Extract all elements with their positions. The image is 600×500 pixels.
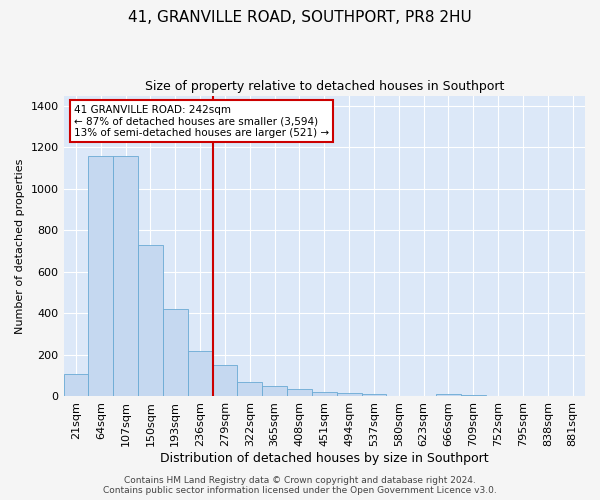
- Bar: [262, 386, 287, 396]
- Y-axis label: Number of detached properties: Number of detached properties: [15, 158, 25, 334]
- Bar: [212, 366, 238, 396]
- Bar: [188, 351, 212, 397]
- Title: Size of property relative to detached houses in Southport: Size of property relative to detached ho…: [145, 80, 504, 93]
- Bar: [436, 394, 461, 396]
- Bar: [362, 394, 386, 396]
- Bar: [287, 389, 312, 396]
- Bar: [461, 395, 485, 396]
- Bar: [113, 156, 138, 396]
- Bar: [337, 394, 362, 396]
- Bar: [312, 392, 337, 396]
- Text: Contains HM Land Registry data © Crown copyright and database right 2024.
Contai: Contains HM Land Registry data © Crown c…: [103, 476, 497, 495]
- Bar: [64, 374, 88, 396]
- X-axis label: Distribution of detached houses by size in Southport: Distribution of detached houses by size …: [160, 452, 488, 465]
- Bar: [238, 382, 262, 396]
- Bar: [138, 245, 163, 396]
- Bar: [88, 156, 113, 396]
- Bar: [163, 310, 188, 396]
- Text: 41, GRANVILLE ROAD, SOUTHPORT, PR8 2HU: 41, GRANVILLE ROAD, SOUTHPORT, PR8 2HU: [128, 10, 472, 25]
- Text: 41 GRANVILLE ROAD: 242sqm
← 87% of detached houses are smaller (3,594)
13% of se: 41 GRANVILLE ROAD: 242sqm ← 87% of detac…: [74, 104, 329, 138]
